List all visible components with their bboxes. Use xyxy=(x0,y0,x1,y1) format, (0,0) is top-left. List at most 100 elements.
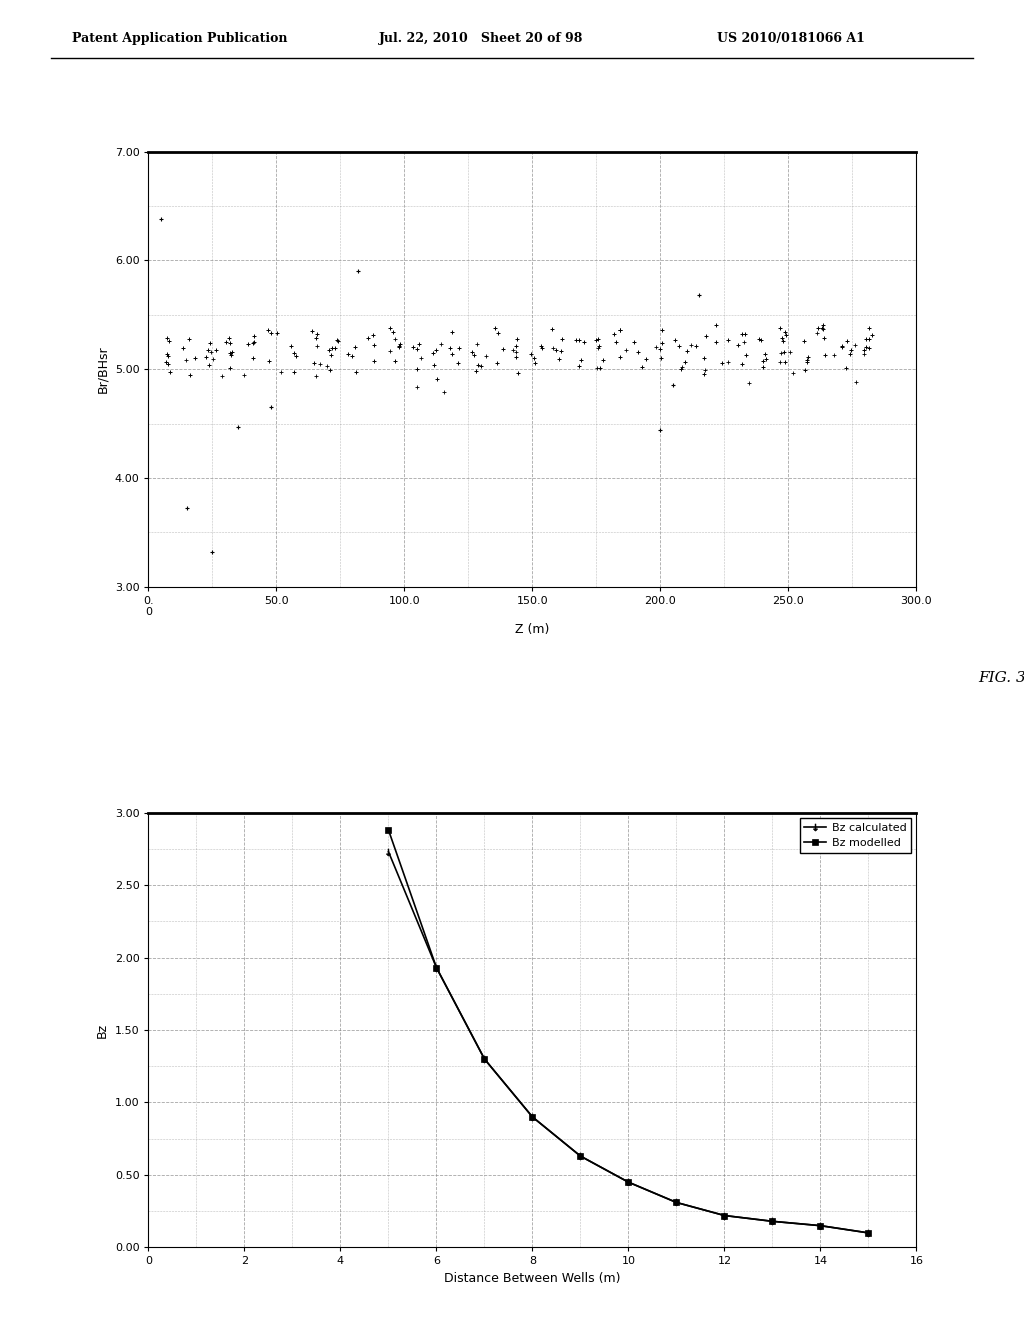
Bz calculated xyxy=(766,1213,778,1229)
Point xyxy=(429,368,445,389)
Bz modelled xyxy=(623,1175,635,1191)
Bz modelled xyxy=(430,960,442,975)
Point xyxy=(346,337,362,358)
Bz calculated xyxy=(719,1208,731,1224)
Point xyxy=(589,358,605,379)
Point xyxy=(605,323,622,345)
Point xyxy=(733,323,750,345)
Y-axis label: Bz: Bz xyxy=(96,1023,110,1038)
Point xyxy=(813,317,829,338)
Point xyxy=(442,338,459,359)
Point xyxy=(690,285,707,306)
Point xyxy=(611,347,628,368)
Point xyxy=(508,342,524,363)
Point xyxy=(269,322,286,343)
Point xyxy=(180,329,197,350)
Point xyxy=(697,326,714,347)
Point xyxy=(224,342,241,363)
Point xyxy=(809,322,825,343)
Point xyxy=(714,352,730,374)
Point xyxy=(634,356,650,378)
Point xyxy=(308,366,325,387)
Point xyxy=(246,331,262,352)
Point xyxy=(509,329,525,350)
Point xyxy=(321,339,337,360)
Point xyxy=(470,354,486,375)
Point xyxy=(366,350,382,371)
Point xyxy=(347,362,364,383)
Y-axis label: Br/BHsr: Br/BHsr xyxy=(96,346,110,393)
Point xyxy=(221,327,238,348)
Bz calculated xyxy=(526,1109,539,1125)
Point xyxy=(159,327,175,348)
Point xyxy=(653,333,670,354)
Point xyxy=(856,343,872,364)
Point xyxy=(588,329,604,350)
Point xyxy=(772,342,788,363)
Point xyxy=(671,335,687,356)
Point xyxy=(221,333,238,354)
Point xyxy=(240,334,256,355)
Point xyxy=(545,337,561,358)
Bz modelled xyxy=(382,822,394,838)
Point xyxy=(719,329,735,350)
Point xyxy=(652,420,669,441)
Point xyxy=(810,318,826,339)
Point xyxy=(815,318,831,339)
Point xyxy=(367,335,383,356)
Point xyxy=(450,352,466,374)
Point xyxy=(638,348,654,370)
Bz calculated xyxy=(430,960,442,975)
Point xyxy=(554,329,570,350)
Point xyxy=(843,339,859,360)
Point xyxy=(331,330,347,351)
Bz modelled xyxy=(526,1109,539,1125)
Point xyxy=(776,342,793,363)
Point xyxy=(817,345,834,366)
Point xyxy=(159,343,175,364)
Bz calculated xyxy=(382,843,394,859)
Point xyxy=(860,337,877,358)
Point xyxy=(201,355,217,376)
Point xyxy=(304,321,321,342)
Point xyxy=(221,342,238,363)
Point xyxy=(848,372,864,393)
Point xyxy=(409,376,425,397)
Point xyxy=(654,319,671,341)
Bz calculated xyxy=(574,1148,587,1164)
Point xyxy=(162,362,178,383)
Bz modelled xyxy=(862,1225,874,1241)
Text: US 2010/0181066 A1: US 2010/0181066 A1 xyxy=(717,32,864,45)
Point xyxy=(861,317,878,338)
Point xyxy=(509,362,525,383)
Point xyxy=(161,330,177,351)
Point xyxy=(198,346,214,367)
Point xyxy=(508,335,524,356)
Point xyxy=(667,330,683,351)
Point xyxy=(834,335,850,356)
Point xyxy=(222,358,239,379)
Bz calculated xyxy=(862,1225,874,1241)
Point xyxy=(838,358,854,379)
Point xyxy=(203,342,219,363)
Point xyxy=(839,331,855,352)
Point xyxy=(426,355,442,376)
Point xyxy=(350,261,367,282)
Point xyxy=(523,343,540,364)
Point xyxy=(505,339,521,360)
Point xyxy=(427,339,443,360)
Point xyxy=(847,334,863,355)
Point xyxy=(834,337,850,358)
Point xyxy=(630,342,646,363)
Point xyxy=(755,356,771,378)
Point xyxy=(798,359,814,380)
Point xyxy=(382,318,398,339)
Point xyxy=(607,331,624,352)
Point xyxy=(696,359,713,380)
Point xyxy=(444,343,461,364)
Point xyxy=(753,329,769,350)
Point xyxy=(772,318,788,339)
Point xyxy=(409,359,425,380)
Point xyxy=(733,354,750,375)
Line: Bz modelled: Bz modelled xyxy=(386,828,871,1236)
